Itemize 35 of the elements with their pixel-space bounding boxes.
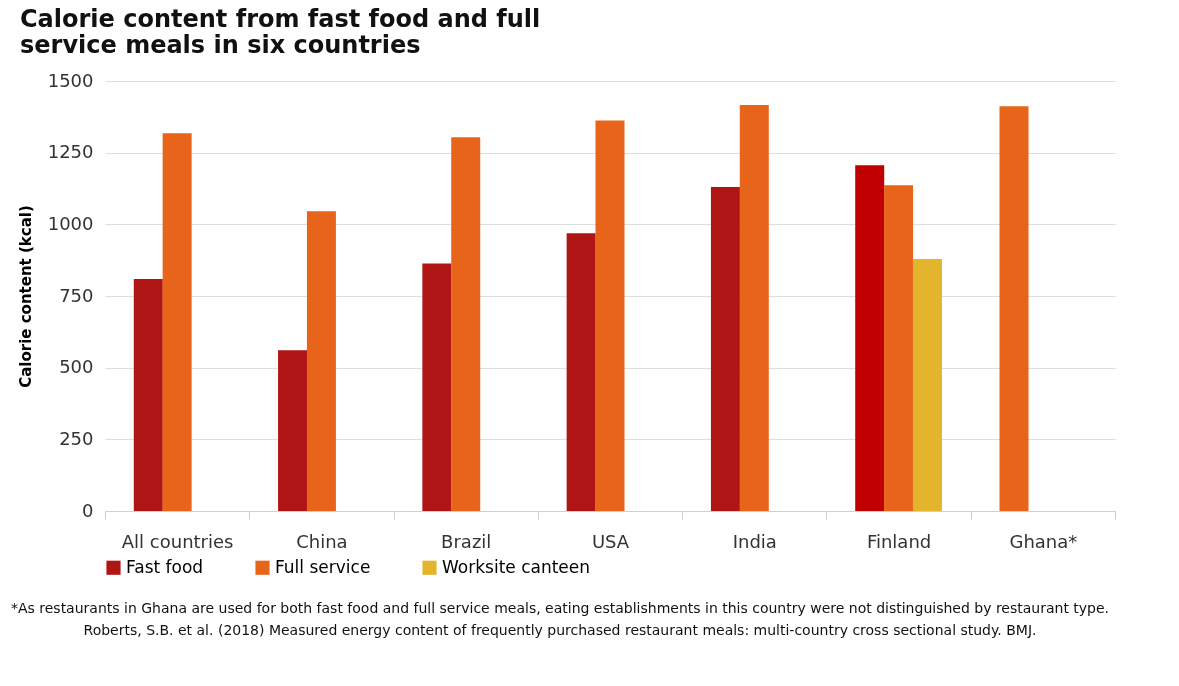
bar	[278, 350, 308, 511]
text: service meals in six countries	[20, 31, 421, 59]
y-tick-label: 1250	[47, 141, 94, 163]
text: *As restaurants in Ghana are used for both fast food and full service meals, eating establishments in this country were not distinguished by restaurant type.	[10, 600, 1110, 616]
legend-label: Full service	[275, 556, 371, 577]
x-tick-label: India	[732, 530, 777, 552]
y-tick-label: 250	[59, 427, 94, 449]
y-tick-label: 750	[59, 284, 94, 306]
text: Calorie content from fast food and full	[20, 5, 541, 33]
text: Roberts, S.B. et al. (2018) Measured energy content of frequently purchased restaurant meals: multi-country cross sectional study. BMJ.	[83, 622, 1037, 638]
bar	[306, 211, 336, 511]
bar	[912, 259, 942, 511]
x-tick-label: Ghana*	[1009, 530, 1078, 552]
bar	[710, 187, 740, 511]
legend-label: Worksite canteen	[442, 556, 591, 577]
bar	[422, 263, 452, 511]
y-tick-label: 500	[59, 356, 94, 378]
legend-label: Fast food	[126, 556, 204, 577]
y-tick-label: 0	[82, 499, 94, 521]
bar	[162, 133, 192, 511]
y-tick-label: 1500	[47, 69, 94, 91]
bar	[595, 120, 625, 511]
bar	[451, 137, 481, 511]
x-tick-label: Finland	[866, 530, 932, 552]
bar	[566, 233, 596, 511]
x-tick-label: All countries	[121, 530, 234, 552]
x-tick-label: Brazil	[441, 530, 492, 552]
bar	[133, 279, 163, 511]
x-tick-label: USA	[591, 530, 630, 552]
bar	[884, 185, 914, 511]
y-axis-title: Calorie content (kcal)	[16, 205, 35, 388]
x-tick-label: China	[296, 530, 348, 552]
y-tick-label: 1000	[47, 212, 94, 234]
bar	[855, 165, 885, 511]
bar	[739, 105, 769, 511]
